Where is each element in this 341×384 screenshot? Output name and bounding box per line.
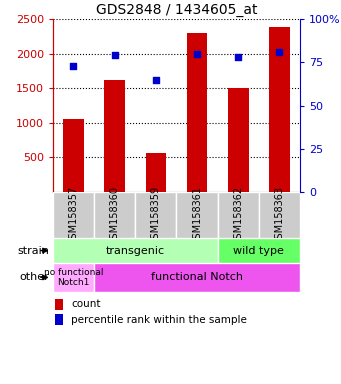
Text: GSM158362: GSM158362	[233, 185, 243, 245]
Text: GSM158360: GSM158360	[110, 185, 120, 245]
Text: other: other	[20, 272, 49, 283]
Text: count: count	[71, 299, 100, 309]
Bar	[187, 33, 207, 192]
Bar	[146, 153, 166, 192]
Bar	[53, 238, 218, 263]
Bar	[218, 192, 259, 238]
Point	[153, 77, 159, 83]
Bar	[104, 80, 125, 192]
Text: transgenic: transgenic	[106, 245, 165, 256]
Bar	[228, 88, 249, 192]
Point	[236, 54, 241, 60]
Bar	[269, 27, 290, 192]
Text: percentile rank within the sample: percentile rank within the sample	[71, 314, 247, 324]
Bar	[259, 192, 300, 238]
Bar	[135, 192, 177, 238]
Point	[277, 49, 282, 55]
Text: GSM158357: GSM158357	[69, 185, 78, 245]
Text: GSM158363: GSM158363	[275, 185, 284, 245]
Text: no functional
Notch1: no functional Notch1	[44, 268, 103, 287]
Bar	[53, 263, 94, 292]
Text: wild type: wild type	[234, 245, 284, 256]
Point	[71, 63, 76, 69]
Bar	[55, 314, 63, 325]
Bar	[55, 299, 63, 310]
Text: GSM158359: GSM158359	[151, 185, 161, 245]
Bar	[94, 192, 135, 238]
Title: GDS2848 / 1434605_at: GDS2848 / 1434605_at	[96, 3, 257, 17]
Point	[112, 53, 117, 59]
Bar	[177, 192, 218, 238]
Bar	[53, 192, 94, 238]
Bar	[63, 119, 84, 192]
Bar	[218, 238, 300, 263]
Text: GSM158361: GSM158361	[192, 185, 202, 245]
Text: strain: strain	[18, 245, 49, 256]
Bar	[94, 263, 300, 292]
Text: functional Notch: functional Notch	[151, 272, 243, 283]
Point	[194, 51, 200, 57]
